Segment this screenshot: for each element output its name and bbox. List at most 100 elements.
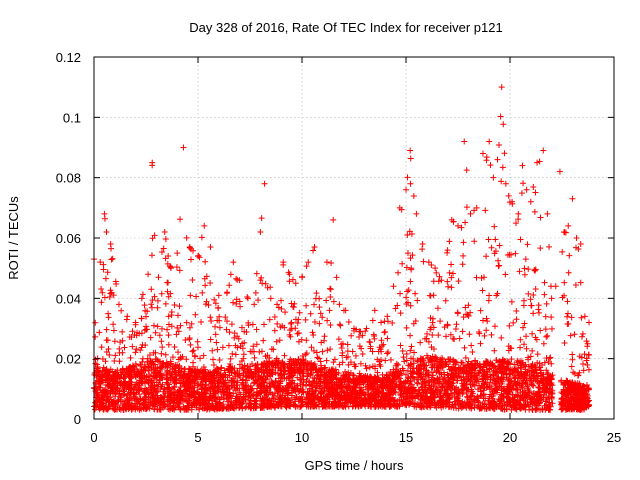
data-point (540, 340, 547, 347)
data-point (543, 367, 550, 374)
data-point (244, 294, 251, 301)
data-point (498, 178, 505, 185)
data-point (177, 380, 184, 387)
data-point (537, 406, 544, 413)
data-point (497, 113, 504, 120)
data-point (202, 282, 209, 289)
data-point (542, 326, 549, 333)
data-point (148, 286, 155, 293)
data-point (515, 216, 522, 223)
data-point (336, 361, 343, 368)
data-point (237, 303, 244, 310)
data-point (477, 340, 484, 347)
data-point (261, 321, 268, 328)
data-point (442, 297, 449, 304)
data-point (344, 353, 351, 360)
data-point (548, 325, 555, 332)
data-point (194, 338, 201, 345)
data-point (99, 356, 106, 363)
data-point (414, 380, 421, 387)
data-point (583, 357, 590, 364)
data-point (414, 297, 421, 304)
data-point (127, 354, 134, 361)
data-point (528, 302, 535, 309)
data-point (288, 319, 295, 326)
data-point (359, 332, 366, 339)
data-point (395, 369, 402, 376)
data-point (264, 284, 271, 291)
data-point (198, 318, 205, 325)
data-point (559, 294, 566, 301)
data-point (433, 354, 440, 361)
data-point (425, 338, 432, 345)
data-point (425, 377, 432, 384)
data-point (579, 330, 586, 337)
data-point (141, 302, 148, 309)
data-point (101, 294, 108, 301)
chart-title: Day 328 of 2016, Rate Of TEC Index for r… (189, 20, 502, 35)
data-point (207, 336, 214, 343)
data-point (129, 343, 136, 350)
data-point (295, 329, 302, 336)
data-point (302, 316, 309, 323)
data-point (529, 330, 536, 337)
data-point (327, 293, 334, 300)
data-point (188, 320, 195, 327)
data-point (176, 267, 183, 274)
data-point (543, 333, 550, 340)
data-point (578, 314, 585, 321)
data-point (407, 278, 414, 285)
data-point (173, 264, 180, 271)
data-point (331, 356, 338, 363)
data-point (422, 335, 429, 342)
data-point (150, 322, 157, 329)
data-point (491, 223, 498, 230)
data-point (531, 266, 538, 273)
data-point (213, 339, 220, 346)
data-point (200, 352, 207, 359)
data-point (139, 291, 146, 298)
data-point (197, 355, 204, 362)
data-point (460, 252, 467, 259)
data-point (411, 349, 418, 356)
data-point (243, 329, 250, 336)
data-point (514, 368, 521, 375)
data-point (576, 369, 583, 376)
data-point (407, 155, 414, 162)
data-point (165, 341, 172, 348)
data-point (158, 338, 165, 345)
data-point (189, 348, 196, 355)
data-point (294, 330, 301, 337)
data-point (258, 215, 265, 222)
data-point (236, 298, 243, 305)
data-point (112, 352, 119, 359)
data-point (453, 321, 460, 328)
data-point (342, 368, 349, 375)
data-point (474, 386, 481, 393)
data-point (565, 320, 572, 327)
data-point (345, 361, 352, 368)
data-point (147, 334, 154, 341)
data-point (271, 313, 278, 320)
data-point (433, 269, 440, 276)
data-point (139, 355, 146, 362)
data-point (397, 290, 404, 297)
data-point (303, 263, 310, 270)
data-point (407, 332, 414, 339)
data-point (490, 376, 497, 383)
data-point (103, 348, 110, 355)
data-point (502, 271, 509, 278)
data-point (186, 324, 193, 331)
data-point (133, 346, 140, 353)
data-point (400, 354, 407, 361)
data-point (584, 362, 591, 369)
data-point (337, 322, 344, 329)
data-point (169, 354, 176, 361)
data-point (397, 342, 404, 349)
data-point (430, 278, 437, 285)
data-point (270, 346, 277, 353)
data-point (366, 338, 373, 345)
data-point (111, 357, 118, 364)
data-point (267, 284, 274, 291)
